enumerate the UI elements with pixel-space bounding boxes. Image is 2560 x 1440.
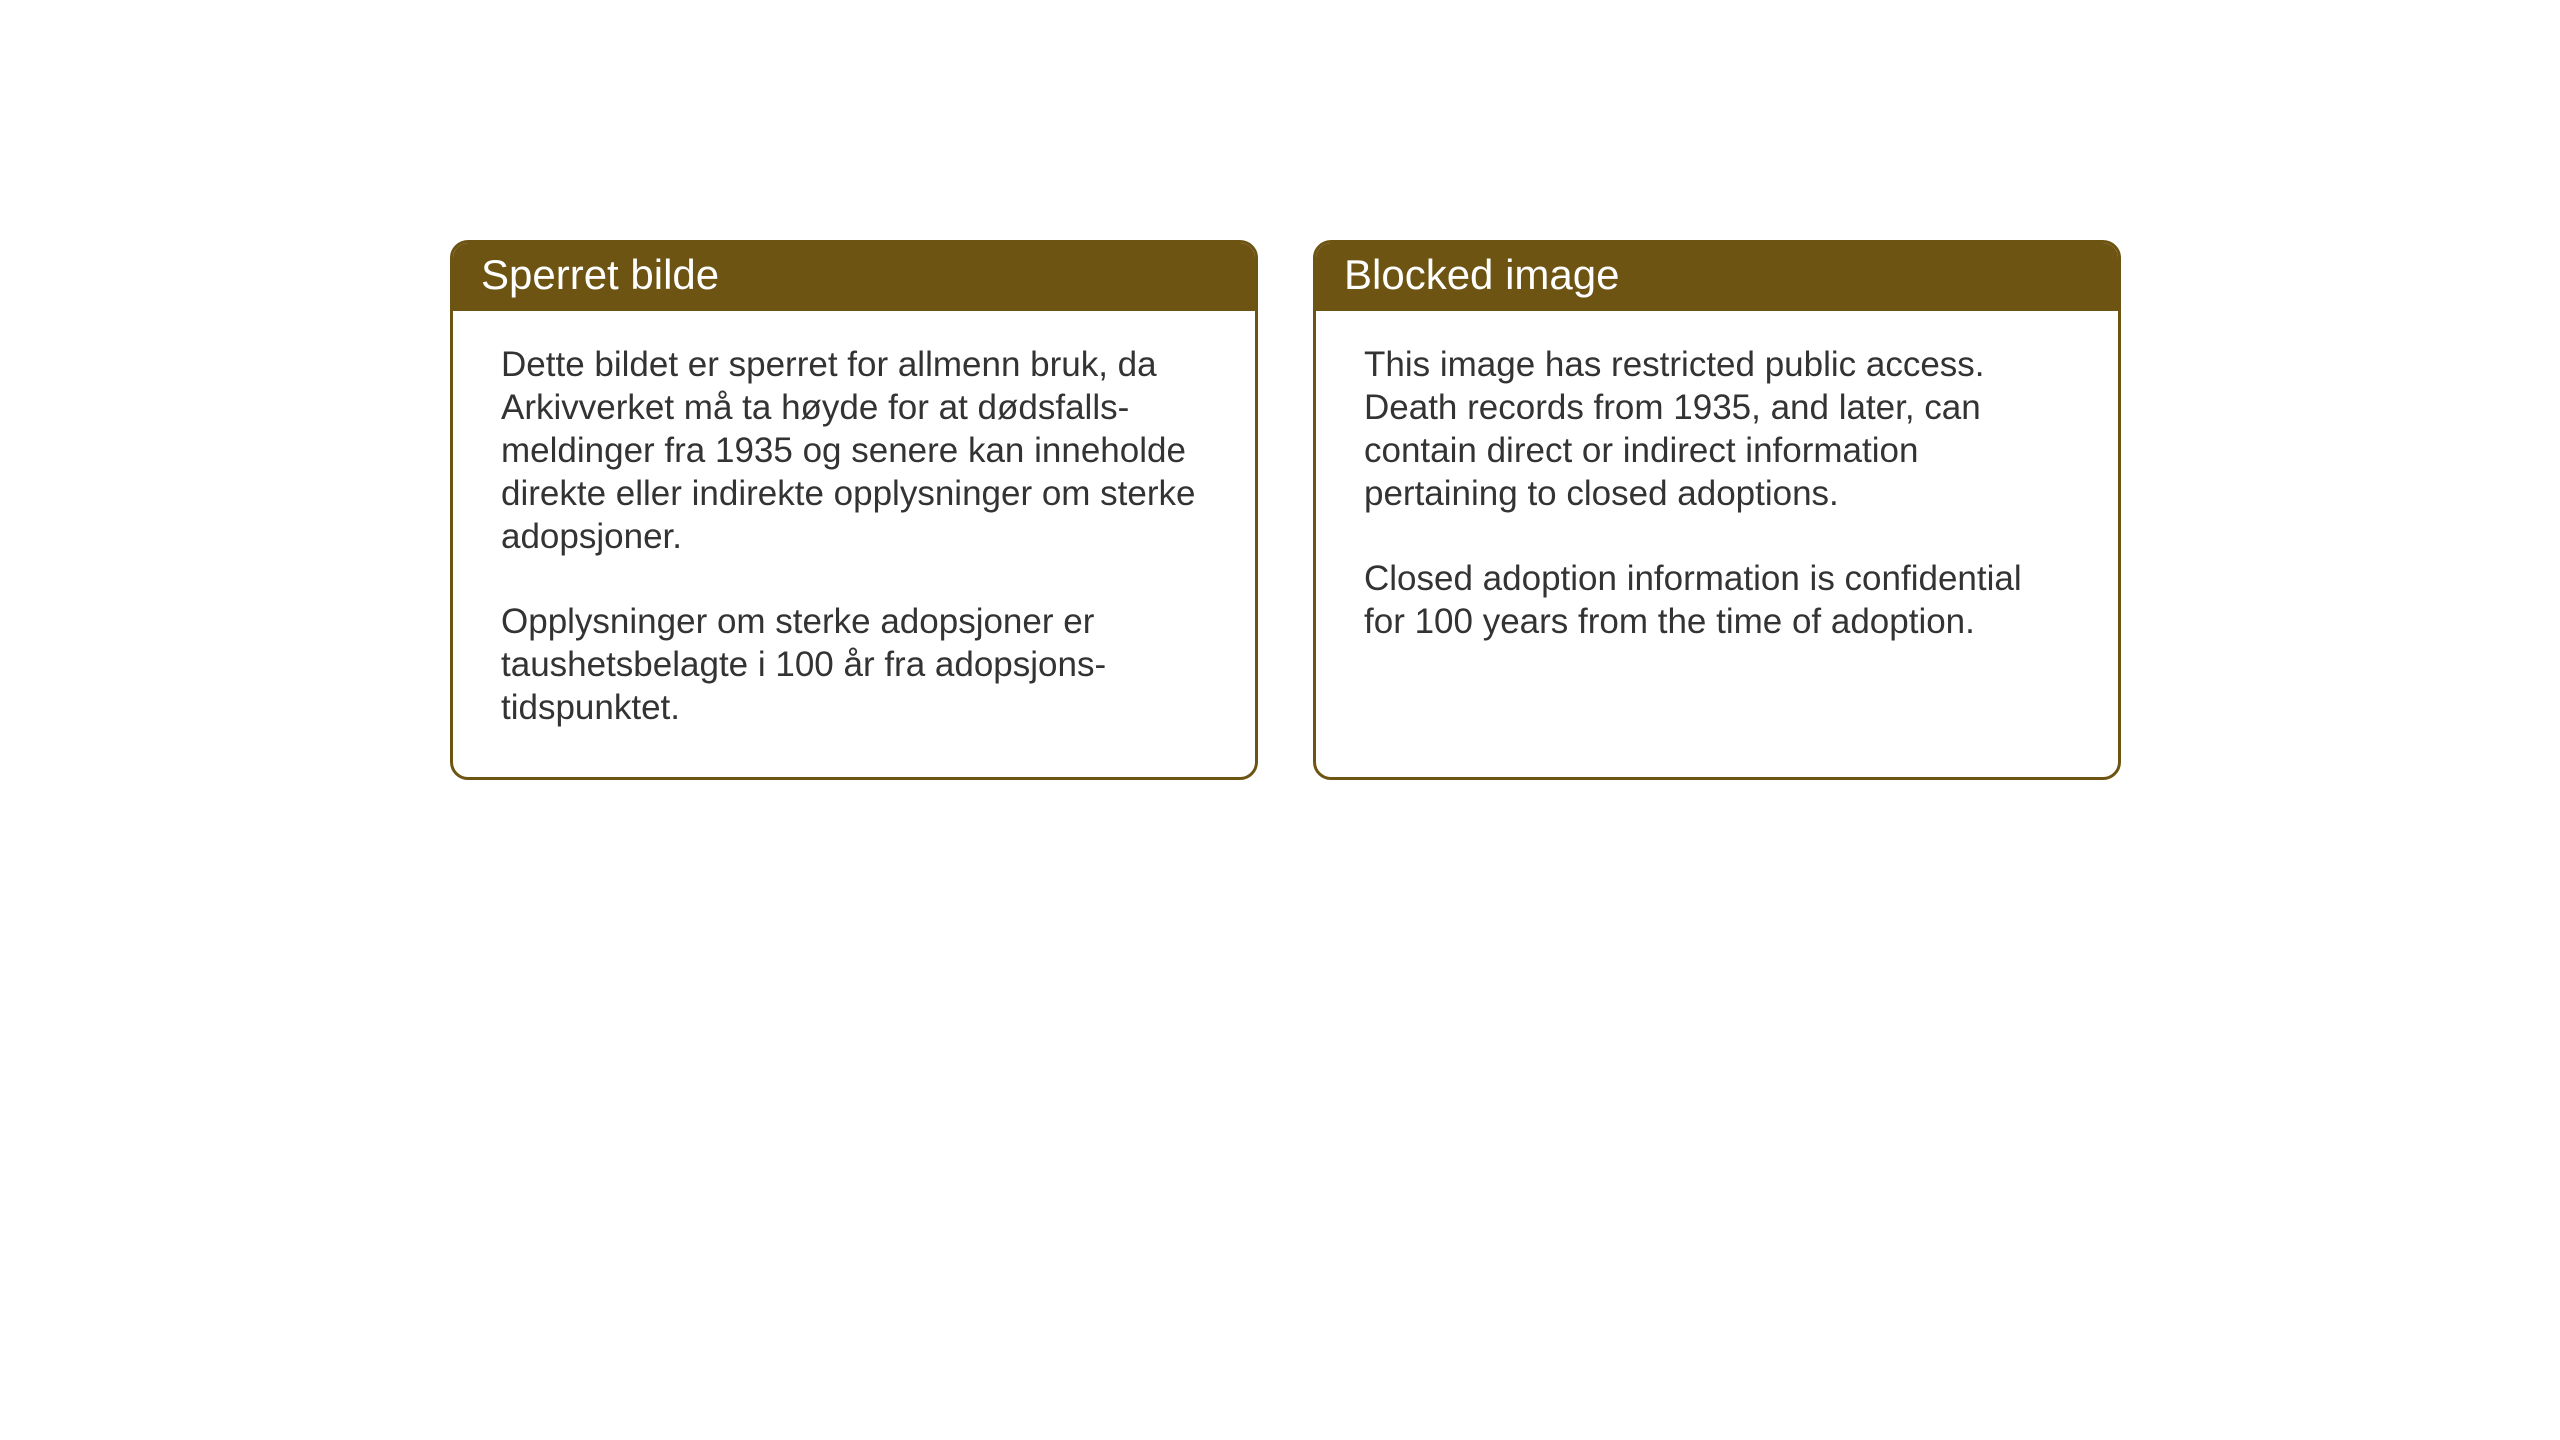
card-body-norwegian: Dette bildet er sperret for allmenn bruk… (453, 311, 1255, 777)
card-header-norwegian: Sperret bilde (453, 243, 1255, 311)
paragraph-norwegian-2: Opplysninger om sterke adopsjoner er tau… (501, 600, 1207, 729)
card-title-english: Blocked image (1344, 251, 1619, 298)
card-norwegian: Sperret bilde Dette bildet er sperret fo… (450, 240, 1258, 780)
card-title-norwegian: Sperret bilde (481, 251, 719, 298)
card-body-english: This image has restricted public access.… (1316, 311, 2118, 691)
cards-container: Sperret bilde Dette bildet er sperret fo… (450, 240, 2121, 780)
card-english: Blocked image This image has restricted … (1313, 240, 2121, 780)
card-header-english: Blocked image (1316, 243, 2118, 311)
paragraph-english-1: This image has restricted public access.… (1364, 343, 2070, 515)
paragraph-norwegian-1: Dette bildet er sperret for allmenn bruk… (501, 343, 1207, 558)
paragraph-english-2: Closed adoption information is confident… (1364, 557, 2070, 643)
